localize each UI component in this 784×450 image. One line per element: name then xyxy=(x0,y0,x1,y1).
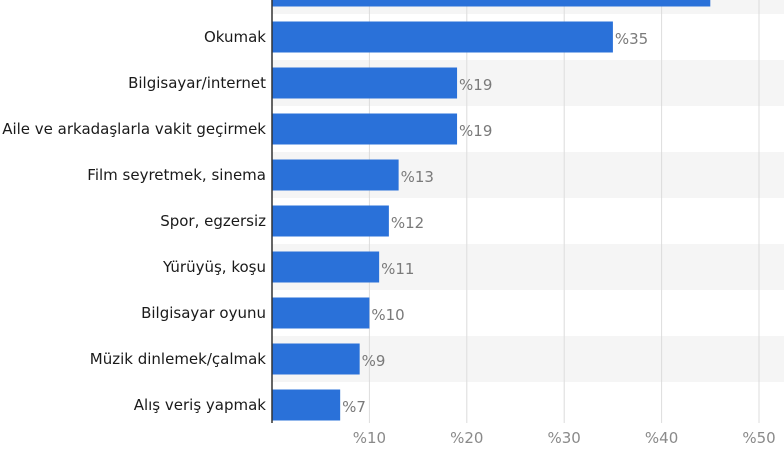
bar xyxy=(272,343,360,375)
value-label: %11 xyxy=(381,260,414,278)
category-label: Spor, egzersiz xyxy=(160,212,266,230)
bar xyxy=(272,205,389,237)
x-tick-label: %10 xyxy=(353,429,386,447)
bar xyxy=(272,0,711,7)
bar xyxy=(272,113,458,145)
category-labels: Okumak Bilgisayar/internet Aile ve arkadaş… xyxy=(2,28,266,414)
category-label: Bilgisayar/internet xyxy=(128,74,266,92)
value-label: %19 xyxy=(459,122,492,140)
value-label: %9 xyxy=(362,352,386,370)
category-label: Film seyretmek, sinema xyxy=(87,166,266,184)
bar xyxy=(272,67,458,99)
value-label: %7 xyxy=(342,398,366,416)
category-label: Bilgisayar oyunu xyxy=(141,304,266,322)
x-tick-labels: %10 %20 %30 %40 %50 xyxy=(353,429,776,447)
bar xyxy=(272,251,380,283)
value-label: %13 xyxy=(401,168,434,186)
bar xyxy=(272,159,399,191)
bar xyxy=(272,21,613,53)
value-label: %19 xyxy=(459,76,492,94)
category-label: Aile ve arkadaşlarla vakit geçirmek xyxy=(2,120,266,138)
category-label: Okumak xyxy=(204,28,266,46)
value-label: %35 xyxy=(615,30,648,48)
value-label: %12 xyxy=(391,214,424,232)
category-label: Yürüyüş, koşu xyxy=(162,258,266,276)
x-tick-label: %20 xyxy=(450,429,483,447)
category-label: Alış veriş yapmak xyxy=(134,396,267,414)
x-tick-label: %50 xyxy=(742,429,775,447)
x-tick-label: %30 xyxy=(548,429,581,447)
value-label: %10 xyxy=(371,306,404,324)
value-labels: %35 %19 %19 %13 %12 %11 %10 %9 %7 xyxy=(342,30,648,416)
x-tick-label: %40 xyxy=(645,429,678,447)
bar xyxy=(272,389,341,421)
bars xyxy=(272,0,711,421)
category-label: Müzik dinlemek/çalmak xyxy=(90,350,267,368)
bar xyxy=(272,297,370,329)
